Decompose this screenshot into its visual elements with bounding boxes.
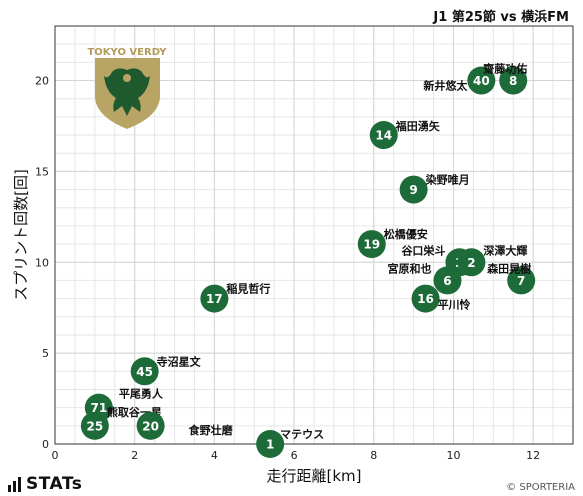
player-name-label: 宮原和也: [387, 261, 431, 275]
x-tick-label: 0: [52, 449, 59, 462]
y-tick-label: 10: [35, 256, 49, 269]
x-axis-label: 走行距離[km]: [266, 467, 361, 485]
svg-text:TOKYO VERDY: TOKYO VERDY: [87, 47, 167, 58]
data-point: [457, 248, 486, 277]
stats-logo-text: STATs: [26, 474, 83, 494]
point-number-label: 25: [86, 419, 103, 433]
credit-text: © SPORTERIA: [506, 482, 575, 493]
data-point: [256, 430, 285, 458]
point-number-label: 9: [409, 183, 417, 197]
player-name-label: 齋藤功佑: [482, 62, 527, 76]
player-name-label: 谷口栄斗: [401, 243, 445, 257]
point-number-label: 19: [363, 238, 380, 252]
point-number-label: 8: [509, 74, 517, 88]
player-name-label: 稲見哲行: [226, 282, 270, 296]
y-tick-label: 0: [42, 438, 49, 451]
player-name-label: 平尾勇人: [119, 387, 164, 401]
y-axis-label: スプリント回数[回]: [12, 169, 30, 301]
data-point: [136, 411, 165, 440]
point-number-label: 71: [90, 401, 107, 415]
data-point: [80, 411, 109, 440]
player-name-label: 食野壮磨: [189, 423, 234, 437]
point-number-label: 2: [467, 256, 475, 270]
player-name-label: 福田湧矢: [395, 119, 441, 133]
data-point: [507, 266, 536, 295]
player-name-label: 松橋優安: [384, 227, 428, 241]
x-tick-label: 12: [526, 449, 540, 462]
point-number-label: 17: [206, 292, 223, 306]
point-number-label: 7: [517, 274, 525, 288]
stats-logo: STATs: [8, 474, 82, 494]
point-number-label: 14: [375, 129, 392, 143]
player-name-label: 深澤大輝: [483, 243, 527, 257]
player-name-label: 寺沼星文: [157, 354, 202, 368]
y-tick-label: 15: [35, 165, 49, 178]
x-tick-label: 4: [211, 449, 218, 462]
point-number-label: 16: [417, 292, 434, 306]
plot-frame: [54, 25, 574, 445]
data-point: [130, 357, 159, 386]
data-point: [433, 266, 462, 295]
point-number-label: 40: [473, 74, 490, 88]
y-tick-label: 20: [35, 75, 49, 88]
x-tick-label: 8: [370, 449, 377, 462]
data-point: [399, 175, 428, 204]
chart-title: J1 第25節 vs 横浜FM: [433, 10, 569, 25]
data-point: [467, 66, 496, 95]
x-tick-label: 10: [446, 449, 460, 462]
y-tick-label: 5: [42, 347, 49, 360]
player-name-label: マテウス: [280, 428, 324, 441]
x-tick-label: 6: [291, 449, 298, 462]
x-tick-label: 2: [131, 449, 138, 462]
point-number-label: 20: [142, 419, 159, 433]
player-name-label: 平川怜: [438, 298, 471, 312]
player-name-label: 新井悠太: [423, 79, 468, 93]
point-number-label: 6: [443, 274, 451, 288]
data-point: [357, 230, 386, 259]
point-number-label: 45: [136, 365, 153, 379]
data-point: [411, 284, 440, 313]
data-point: [499, 66, 528, 95]
player-name-label: 染野唯月: [426, 173, 470, 187]
point-number-label: 1: [266, 438, 274, 452]
stats-bars-icon: [8, 476, 21, 492]
player-name-label: 森田晃樹: [487, 261, 531, 275]
team-emblem-icon: TOKYO VERDY: [87, 47, 167, 129]
data-point: [200, 284, 229, 313]
data-point: [369, 121, 398, 150]
